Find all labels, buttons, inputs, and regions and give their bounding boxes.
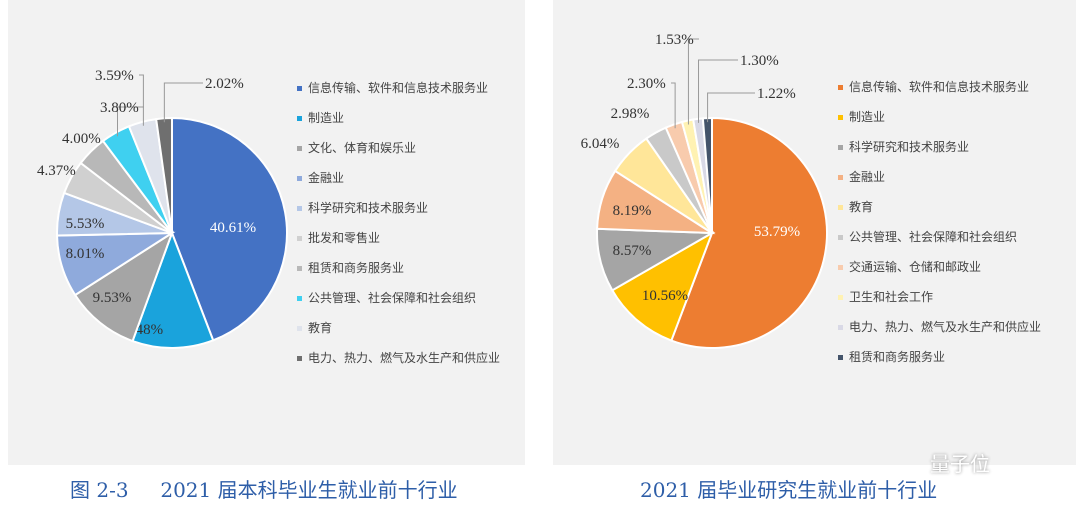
data-label: 8.19% <box>613 203 652 219</box>
legend-swatch <box>838 205 843 210</box>
legend-label: 信息传输、软件和信息技术服务业 <box>308 81 489 95</box>
data-label: 40.61% <box>210 220 256 236</box>
legend-label: 教育 <box>849 200 874 214</box>
leader-line <box>116 106 144 137</box>
legend-label: 公共管理、社会保障和社会组织 <box>849 230 1018 244</box>
legend-label: 制造业 <box>849 110 886 124</box>
data-label: 2.30% <box>627 76 666 92</box>
legend-item: 金融业 <box>838 170 1078 185</box>
legend-label: 批发和零售业 <box>308 231 381 245</box>
legend-item: 科学研究和技术服务业 <box>838 140 1078 155</box>
data-label: 1.30% <box>740 53 779 69</box>
data-label: 2.02% <box>205 76 244 92</box>
legend-label: 公共管理、社会保障和社会组织 <box>308 291 477 305</box>
legend-swatch <box>297 86 302 91</box>
legend-item: 科学研究和技术服务业 <box>297 201 522 216</box>
legend-swatch <box>838 265 843 270</box>
legend-item: 电力、热力、燃气及水生产和供应业 <box>838 320 1078 335</box>
watermark: 量子位 <box>930 452 990 476</box>
data-label: 4.00% <box>62 131 101 147</box>
legend-label: 信息传输、软件和信息技术服务业 <box>849 80 1030 94</box>
legend-item: 教育 <box>297 321 522 336</box>
legend-label: 文化、体育和娱乐业 <box>308 141 417 155</box>
data-label: 6.04% <box>581 136 620 152</box>
data-label: 9.53% <box>93 290 132 306</box>
data-label: 5.53% <box>66 216 105 232</box>
legend-swatch <box>838 175 843 180</box>
legend-swatch <box>838 355 843 360</box>
legend-label: 电力、热力、燃气及水生产和供应业 <box>849 320 1042 334</box>
legend-label: 制造业 <box>308 111 345 125</box>
legend-swatch <box>297 296 302 301</box>
data-label: 53.79% <box>754 224 800 240</box>
legend-swatch <box>838 295 843 300</box>
leader-line <box>687 38 699 125</box>
legend-label: 教育 <box>308 321 333 335</box>
legend-item: 信息传输、软件和信息技术服务业 <box>838 80 1078 95</box>
legend-label: 电力、热力、燃气及水生产和供应业 <box>308 351 501 365</box>
pie-slice <box>171 116 288 342</box>
data-label: 4.37% <box>37 163 76 179</box>
legend-item: 制造业 <box>297 111 522 126</box>
leader-line <box>163 82 203 123</box>
legend-undergrad: 信息传输、软件和信息技术服务业 制造业文化、体育和娱乐业 金融业科学研究和技术服务业… <box>297 81 522 381</box>
legend-label: 租赁和商务服务业 <box>308 261 405 275</box>
legend-item: 批发和零售业 <box>297 231 522 246</box>
legend-swatch <box>297 326 302 331</box>
data-label: 8.01% <box>66 246 105 262</box>
data-label: 2.98% <box>611 106 650 122</box>
legend-swatch <box>838 145 843 150</box>
legend-swatch <box>297 176 302 181</box>
legend-label: 租赁和商务服务业 <box>849 350 946 364</box>
legend-swatch <box>297 146 302 151</box>
caption-graduate: 2021 届毕业研究生就业前十行业 <box>640 478 938 502</box>
legend-label: 金融业 <box>308 171 345 185</box>
legend-swatch <box>838 85 843 90</box>
legend-swatch <box>297 116 302 121</box>
leader-line <box>707 92 755 123</box>
legend-graduate: 信息传输、软件和信息技术服务业 制造业科学研究和技术服务业 金融业教育公共管理、社会… <box>838 80 1078 380</box>
caption-undergrad: 图 2-3 2021 届本科毕业生就业前十行业 <box>70 478 458 502</box>
legend-item: 租赁和商务服务业 <box>297 261 522 276</box>
legend-label: 金融业 <box>849 170 886 184</box>
legend-swatch <box>297 266 302 271</box>
legend-item: 交通运输、仓储和邮政业 <box>838 260 1078 275</box>
data-label: 3.80% <box>100 100 139 116</box>
legend-item: 公共管理、社会保障和社会组织 <box>838 230 1078 245</box>
pie-slice <box>670 116 828 349</box>
pie-slice <box>131 230 215 349</box>
data-label: 1.22% <box>757 86 796 102</box>
legend-swatch <box>297 206 302 211</box>
legend-swatch <box>838 235 843 240</box>
legend-item: 卫生和社会工作 <box>838 290 1078 305</box>
legend-item: 文化、体育和娱乐业 <box>297 141 522 156</box>
legend-item: 教育 <box>838 200 1078 215</box>
legend-item: 租赁和商务服务业 <box>838 350 1078 365</box>
legend-label: 科学研究和技术服务业 <box>849 140 970 154</box>
leader-line <box>698 59 738 123</box>
pie-slice <box>73 230 174 343</box>
legend-item: 公共管理、社会保障和社会组织 <box>297 291 522 306</box>
data-label: 1.53% <box>655 32 694 48</box>
leader-line <box>139 74 144 126</box>
legend-item: 制造业 <box>838 110 1078 125</box>
leader-line <box>671 82 676 129</box>
data-label: 10.56% <box>642 288 688 304</box>
legend-label: 卫生和社会工作 <box>849 290 934 304</box>
data-label: 8.57% <box>613 243 652 259</box>
data-label: 3.59% <box>95 68 134 84</box>
legend-label: 科学研究和技术服务业 <box>308 201 429 215</box>
legend-item: 电力、热力、燃气及水生产和供应业 <box>297 351 522 366</box>
legend-swatch <box>838 115 843 120</box>
legend-item: 金融业 <box>297 171 522 186</box>
legend-swatch <box>297 356 302 361</box>
legend-swatch <box>297 236 302 241</box>
legend-item: 信息传输、软件和信息技术服务业 <box>297 81 522 96</box>
legend-swatch <box>838 325 843 330</box>
legend-label: 交通运输、仓储和邮政业 <box>849 260 982 274</box>
pie-slice <box>610 230 714 342</box>
